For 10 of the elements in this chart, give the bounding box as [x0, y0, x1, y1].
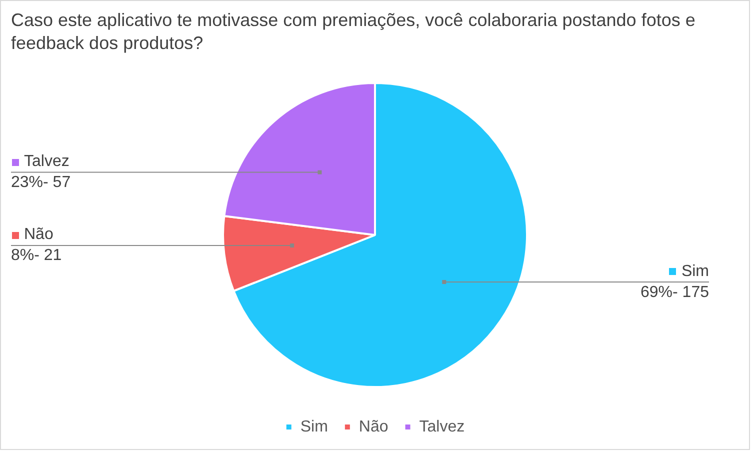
data-label: 23%- 57 [11, 173, 71, 192]
chart-title: Caso este aplicativo te motivasse com premiações, você colaboraria postando fotos e feedback dos produtos? [10, 9, 696, 55]
legend-label: Talvez [23, 152, 70, 172]
legend-label: Não [358, 418, 388, 436]
category-label: Talvez [419, 418, 465, 436]
data-label: 69%- 175 [640, 282, 709, 302]
category-label: Sim [681, 262, 709, 280]
legend-label: Sim [300, 418, 328, 436]
category-label: Não [24, 226, 54, 244]
data-label: 8%- 21 [11, 246, 62, 266]
